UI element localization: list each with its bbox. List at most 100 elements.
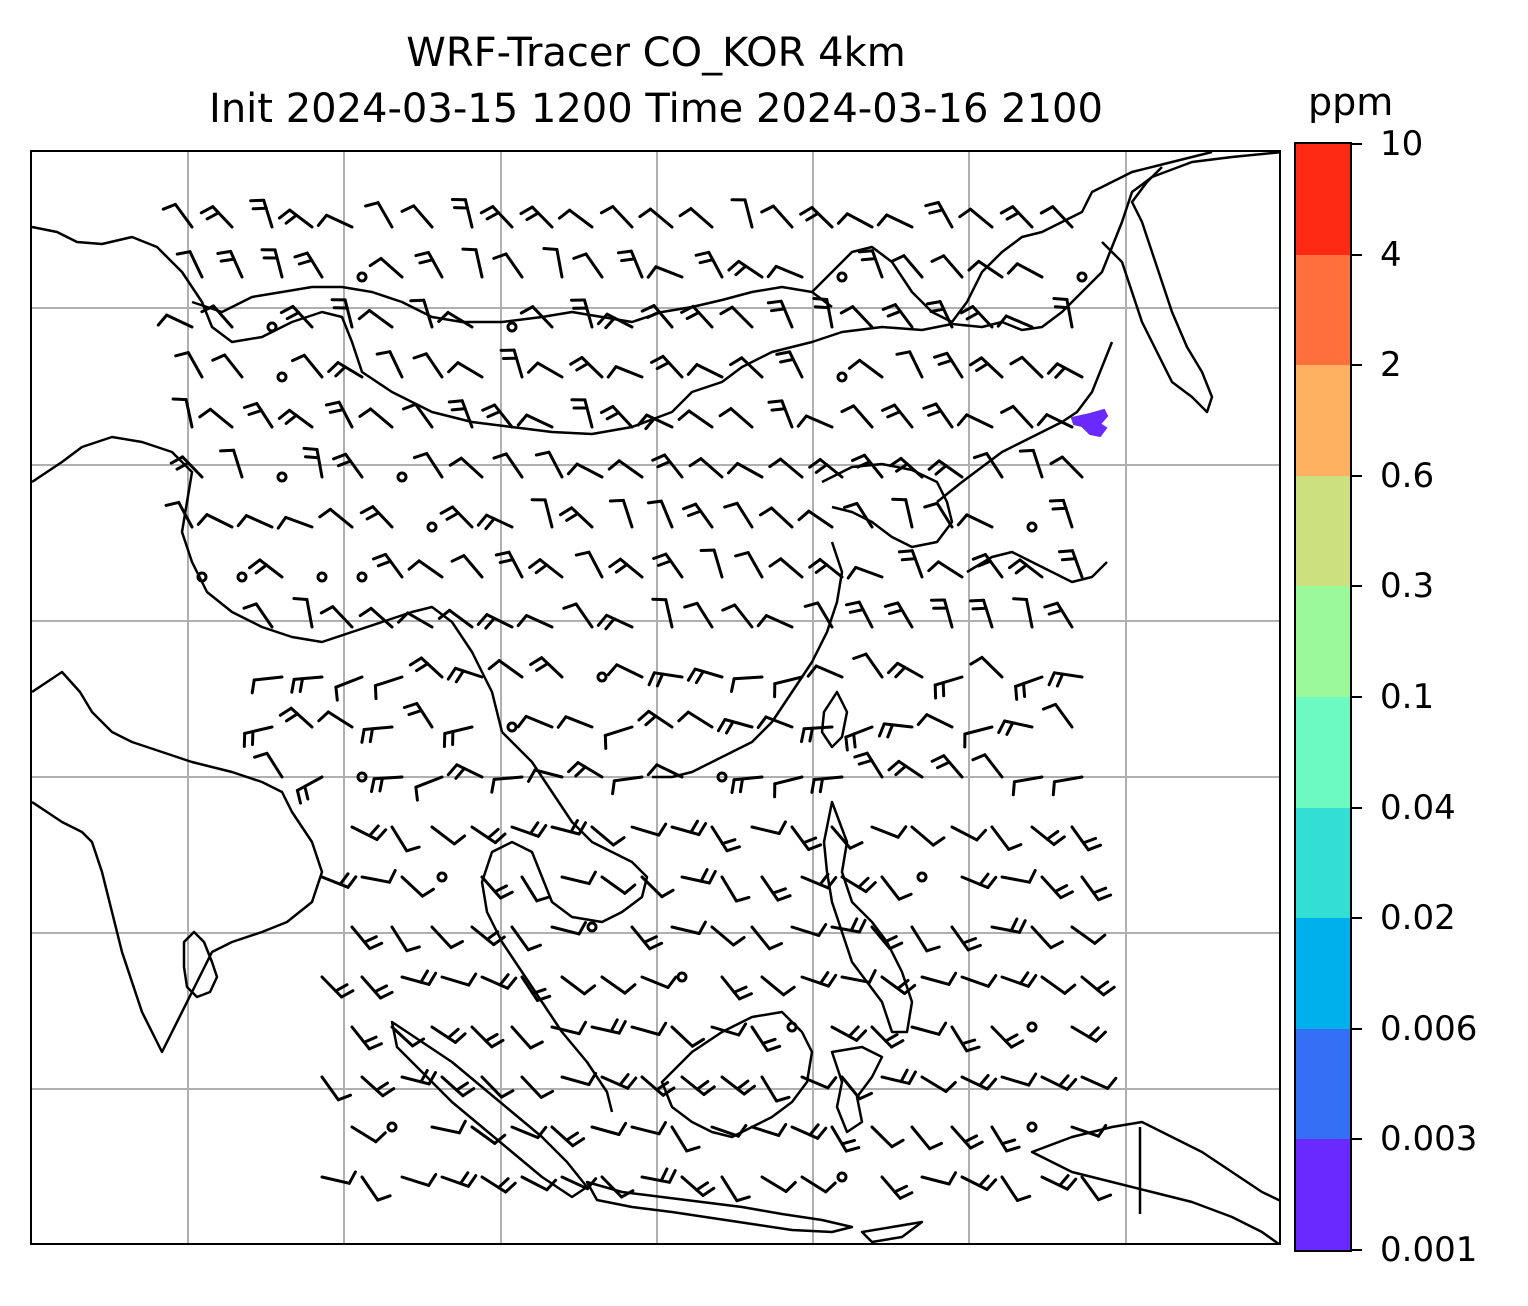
wind-barb xyxy=(818,458,844,479)
wind-barb xyxy=(1025,598,1034,629)
wind-barb-flag xyxy=(775,1095,791,1103)
wind-barb-flag xyxy=(1097,1193,1113,1202)
wind-barb-flag xyxy=(1058,1174,1070,1187)
wind-barb-flag xyxy=(1011,780,1016,797)
wind-barb xyxy=(315,448,324,479)
wind-barb xyxy=(1052,671,1084,679)
wind-barb-flag xyxy=(978,1074,990,1087)
wind-barb-flag xyxy=(504,1181,517,1194)
wind-barb-flag xyxy=(418,258,434,265)
wind-barb-flag xyxy=(887,759,901,772)
wind-barb-flag xyxy=(730,778,736,794)
wind-barb-flag xyxy=(1060,557,1077,562)
wind-barb-flag xyxy=(596,312,609,326)
wind-barb-flag xyxy=(397,611,410,624)
wind-barb xyxy=(460,399,474,429)
wind-barb-flag xyxy=(888,608,904,616)
wind-barb-flag xyxy=(812,297,829,301)
wind-barb xyxy=(520,975,539,1002)
wind-barb xyxy=(524,714,554,729)
wind-barb-flag xyxy=(887,661,900,675)
wind-barb-flag xyxy=(799,206,814,216)
wind-barb-flag xyxy=(847,358,862,370)
wind-barb xyxy=(384,552,404,579)
wind-barb-flag xyxy=(484,616,496,630)
wind-barb xyxy=(960,1175,989,1191)
wind-barb-flag xyxy=(969,1140,984,1150)
wind-barb-flag xyxy=(814,563,829,574)
wind-barb-flag xyxy=(818,872,830,886)
calm-wind-circle xyxy=(506,321,518,333)
wind-barb xyxy=(687,409,714,429)
wind-barb xyxy=(406,611,434,629)
wind-barb xyxy=(691,304,714,329)
wind-barb-flag xyxy=(844,735,849,752)
wind-barb-flag xyxy=(661,1086,676,1097)
wind-barb-flag xyxy=(1093,933,1107,945)
wind-barb xyxy=(1080,1075,1110,1090)
wind-barb xyxy=(446,311,474,329)
calm-wind-circles xyxy=(196,271,1088,1183)
wind-barb-flag xyxy=(857,876,870,889)
wind-barb xyxy=(736,462,764,479)
wind-barb-flag xyxy=(686,667,697,682)
wind-barb xyxy=(960,875,990,890)
wind-barb xyxy=(590,1125,621,1136)
wind-barb-flag xyxy=(1026,974,1038,988)
wind-barb-flag xyxy=(636,413,649,427)
wind-barb-flag xyxy=(767,399,784,404)
wind-barb-flag xyxy=(826,876,838,890)
wind-barb xyxy=(664,598,674,629)
wind-barb xyxy=(807,509,834,529)
wind-barb-flag xyxy=(734,895,751,903)
wind-barb xyxy=(689,207,714,229)
wind-barb-flag xyxy=(894,665,907,679)
wind-barb xyxy=(605,312,634,329)
wind-barb-flag xyxy=(334,685,339,702)
wind-barb-flag xyxy=(617,1020,627,1035)
wind-barb xyxy=(814,664,844,679)
wind-barb-flag xyxy=(688,457,703,468)
wind-barb-flag xyxy=(360,728,366,744)
wind-barb-flag xyxy=(725,845,741,853)
wind-barb-flag xyxy=(941,681,946,698)
wind-barb xyxy=(750,1025,769,1052)
wind-barb-flag xyxy=(174,351,190,358)
wind-barb-flag xyxy=(421,887,435,898)
wind-barb-flag xyxy=(824,1181,837,1194)
wind-barb xyxy=(390,1025,415,1048)
wind-barb-flag xyxy=(734,264,748,277)
wind-barb xyxy=(920,975,951,986)
wind-barb xyxy=(937,459,964,479)
colorbar-unit-label: ppm xyxy=(1308,80,1394,124)
wind-barb xyxy=(424,352,444,379)
wind-barb xyxy=(212,304,234,329)
calm-wind-circle xyxy=(676,971,688,983)
wind-barb xyxy=(305,251,324,279)
wind-barb-flag xyxy=(810,778,816,794)
wind-barb xyxy=(480,1075,503,1099)
colorbar-tick-label: 2 xyxy=(1380,345,1402,386)
wind-barb-flag xyxy=(409,298,426,303)
wind-barb xyxy=(350,1125,378,1144)
wind-barb-flag xyxy=(742,1084,756,1096)
wind-barb-flag xyxy=(365,511,380,521)
wind-barb xyxy=(550,1025,581,1036)
wind-barb-flag xyxy=(800,727,806,744)
wind-barb-flag xyxy=(922,402,938,410)
wind-barb-flag xyxy=(161,202,177,211)
wind-barb-flag xyxy=(760,204,775,214)
wind-barb xyxy=(910,1025,941,1036)
wind-barb xyxy=(670,925,701,935)
wind-barb-flag xyxy=(562,602,578,610)
wind-barb-flag xyxy=(836,212,849,225)
wind-barb-flag xyxy=(896,825,908,839)
wind-barb-flag xyxy=(802,836,818,845)
wind-barb xyxy=(379,257,404,279)
wind-barb-flag xyxy=(437,608,451,620)
wind-barb-flag xyxy=(569,819,579,834)
wind-barb xyxy=(525,413,554,429)
wind-barb xyxy=(844,725,874,739)
wind-barb-flag xyxy=(455,1081,469,1092)
wind-barb-flag xyxy=(736,1079,750,1091)
